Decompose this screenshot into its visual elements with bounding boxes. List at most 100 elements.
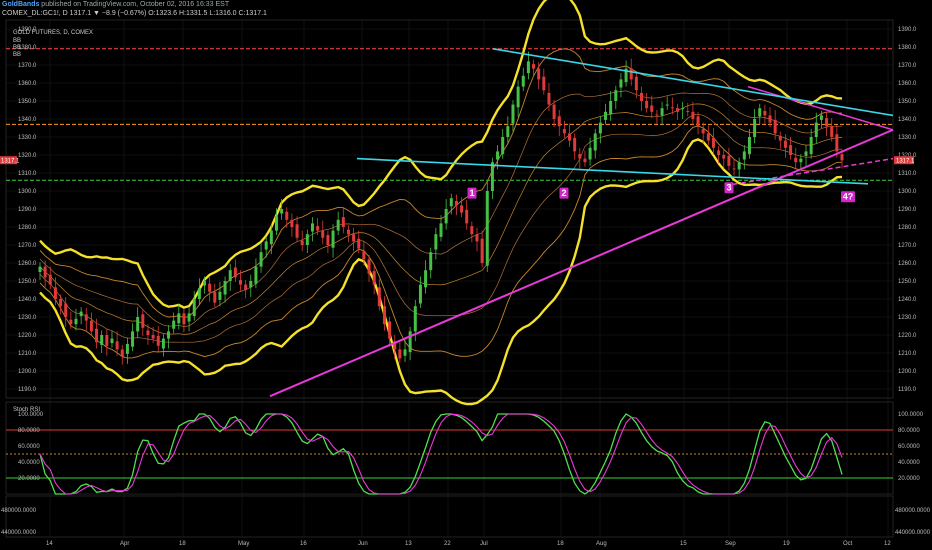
y-tick-left-label: 1320.0 xyxy=(18,153,37,159)
bollinger-band-upper xyxy=(39,103,843,335)
candle-body xyxy=(105,335,109,346)
x-tick-label: Jun xyxy=(358,541,368,547)
x-tick-label: 13 xyxy=(405,541,412,547)
candle-body xyxy=(557,116,561,127)
rising-support-line xyxy=(269,128,894,398)
y-tick-left-label: 1280.0 xyxy=(18,225,37,231)
y-tick-right-label: 1320.0 xyxy=(898,153,917,159)
candle-body xyxy=(172,320,176,329)
osc-name: Stoch RSI xyxy=(13,407,40,413)
candle-body xyxy=(192,299,196,317)
publisher-name[interactable]: GoldBands xyxy=(2,1,40,8)
candle-body xyxy=(408,331,412,353)
grid-layer xyxy=(6,20,893,537)
candle-body xyxy=(269,230,273,245)
candle-body xyxy=(593,133,597,151)
wave-label: 3 xyxy=(726,183,731,193)
stoch-d-line xyxy=(39,413,843,495)
candle-body xyxy=(38,266,42,272)
candle-body xyxy=(377,287,381,307)
y-tick-left-label: 1240.0 xyxy=(18,297,37,303)
y-tick-left-label: 1330.0 xyxy=(18,135,37,141)
candle-body xyxy=(670,107,674,109)
osc-tick-right-label: 100.0000 xyxy=(898,412,924,418)
candle-body xyxy=(382,306,386,325)
x-tick-label: 16 xyxy=(300,541,307,547)
candle-body xyxy=(100,335,104,345)
bollinger-band-lower xyxy=(39,113,843,343)
symbol-line: COMEX_DL:GC1!, D 1317.1 ▼ −8.9 (−0.67%) … xyxy=(2,10,267,17)
volume-tick-left-label: 480000.0000 xyxy=(1,508,37,514)
candle-body xyxy=(562,128,566,134)
candle-body xyxy=(136,317,140,332)
candle-body xyxy=(490,162,494,191)
candle-body xyxy=(367,259,371,274)
y-tick-right-label: 1310.0 xyxy=(898,171,917,177)
bollinger-bands xyxy=(39,0,843,406)
wave-label: 2 xyxy=(561,188,566,198)
candle-body xyxy=(645,101,649,109)
indicator-label: BB xyxy=(13,45,21,51)
trend-lines[interactable] xyxy=(269,48,894,398)
y-tick-left-label: 1300.0 xyxy=(18,189,37,195)
candle-body xyxy=(95,328,99,343)
x-tick-label: 15 xyxy=(680,541,687,547)
candle-body xyxy=(521,75,525,87)
x-tick-label: 18 xyxy=(179,541,186,547)
candle-body xyxy=(634,76,638,91)
candle-body xyxy=(475,234,479,242)
y-tick-left-label: 1340.0 xyxy=(18,117,37,123)
x-tick-label: 22 xyxy=(444,541,451,547)
candle-body xyxy=(552,104,556,119)
chart-title: GOLD FUTURES, D, COMEX xyxy=(13,30,93,36)
candle-body xyxy=(84,314,88,321)
candle-body xyxy=(778,136,782,141)
candle-body xyxy=(629,68,633,80)
y-tick-right-label: 1300.0 xyxy=(898,189,917,195)
y-tick-right-label: 1370.0 xyxy=(898,63,917,69)
candle-body xyxy=(465,209,469,224)
candle-body xyxy=(418,284,422,304)
y-tick-right-label: 1360.0 xyxy=(898,81,917,87)
candle-body xyxy=(578,154,582,159)
candle-body xyxy=(604,111,608,120)
candle-body xyxy=(526,61,530,74)
candle-body xyxy=(768,115,772,123)
candle-body xyxy=(239,280,242,285)
candle-body xyxy=(429,252,433,271)
candle-body xyxy=(125,344,129,354)
wedge-upper-line xyxy=(747,85,894,131)
candle-body xyxy=(799,158,803,163)
y-tick-left-label: 1310.0 xyxy=(18,171,37,177)
price-tag-right xyxy=(894,156,914,165)
candles xyxy=(38,51,844,365)
candle-body xyxy=(208,283,212,292)
candle-body xyxy=(326,235,330,245)
candle-body xyxy=(249,281,253,288)
candle-body xyxy=(228,270,232,281)
wave-label-box xyxy=(724,182,734,194)
y-tick-right-label: 1220.0 xyxy=(898,333,917,339)
indicator-label: BB xyxy=(13,52,21,58)
candle-body xyxy=(182,313,186,325)
candle-body xyxy=(346,229,350,235)
wave-label: 4? xyxy=(843,192,854,202)
candle-body xyxy=(64,303,68,317)
candle-body xyxy=(650,105,654,112)
candle-body xyxy=(274,216,278,231)
y-tick-right-label: 1340.0 xyxy=(898,117,917,123)
candle-body xyxy=(79,311,83,317)
candle-body xyxy=(742,151,746,160)
volume-tick-left-label: 440000.0000 xyxy=(1,530,37,536)
y-tick-left-label: 1390.0 xyxy=(18,27,37,33)
osc-tick-right-label: 60.0000 xyxy=(898,444,920,450)
candle-body xyxy=(336,219,340,231)
lower-channel-line xyxy=(356,157,869,185)
candle-body xyxy=(259,252,263,267)
candle-body xyxy=(496,151,500,160)
y-tick-right-label: 1210.0 xyxy=(898,351,917,357)
candle-body xyxy=(305,234,309,245)
candle-body xyxy=(362,251,366,260)
